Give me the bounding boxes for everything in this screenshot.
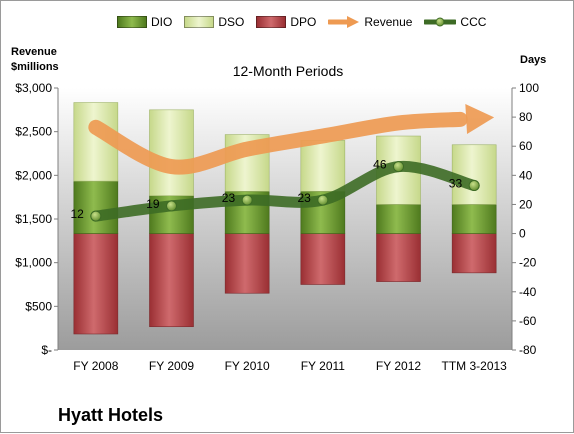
right-axis-tick-label: 60 bbox=[519, 139, 533, 153]
left-axis-tick-label: $3,000 bbox=[15, 81, 52, 95]
revenue-arrowhead bbox=[465, 104, 495, 135]
left-axis-tick-label: $500 bbox=[25, 299, 52, 313]
bar-dpo bbox=[300, 233, 346, 285]
ccc-marker bbox=[90, 210, 102, 222]
right-axis-tick-label: -60 bbox=[519, 314, 537, 328]
bar-dio bbox=[73, 180, 119, 234]
ccc-marker bbox=[393, 161, 404, 173]
right-axis-tick-label: 20 bbox=[519, 197, 533, 211]
legend: DIO DSO DPO Revenue CCC bbox=[117, 15, 498, 29]
right-axis-tick-label: -40 bbox=[519, 285, 537, 299]
bar-dio bbox=[376, 204, 421, 234]
chart-title: Hyatt Hotels bbox=[58, 405, 164, 425]
legend-label-dio: DIO bbox=[151, 15, 173, 29]
legend-item-dpo: DPO bbox=[256, 15, 316, 29]
revenue-line bbox=[88, 111, 468, 175]
right-axis-tick-label: 40 bbox=[519, 168, 533, 182]
legend-label-revenue: Revenue bbox=[364, 15, 413, 29]
left-axis-tick-label: $- bbox=[41, 343, 52, 357]
ccc-data-label: 23 bbox=[297, 191, 311, 205]
legend-label-ccc: CCC bbox=[460, 15, 487, 29]
right-axis-tick-label: -20 bbox=[519, 256, 537, 270]
bar-dio bbox=[451, 204, 497, 234]
legend-item-dio: DIO bbox=[117, 15, 172, 29]
legend-item-revenue: Revenue bbox=[328, 15, 412, 29]
legend-item-dso: DSO bbox=[184, 15, 244, 29]
legend-label-dpo: DPO bbox=[290, 15, 317, 29]
legend-swatch-ccc bbox=[424, 17, 457, 27]
left-axis-tick-label: $2,000 bbox=[15, 168, 52, 182]
x-axis-tick-label: FY 2008 bbox=[73, 359, 118, 373]
ccc-data-label: 46 bbox=[373, 158, 387, 172]
left-axis-tick-label: $1,500 bbox=[15, 212, 52, 226]
ccc-data-label: 33 bbox=[449, 177, 463, 191]
bar-dso bbox=[149, 109, 194, 197]
legend-item-ccc: CCC bbox=[424, 15, 486, 29]
right-axis-tick-label: 0 bbox=[519, 227, 526, 241]
right-axis-tick-label: -80 bbox=[519, 343, 537, 357]
right-axis-tick-label: 100 bbox=[519, 81, 539, 95]
x-axis-tick-label: FY 2012 bbox=[376, 359, 421, 373]
ccc-marker bbox=[241, 194, 253, 206]
bar-dpo bbox=[149, 233, 194, 328]
ccc-marker bbox=[166, 200, 177, 212]
ccc-marker bbox=[468, 180, 480, 192]
ccc-data-label: 19 bbox=[146, 197, 160, 211]
ccc-data-label: 23 bbox=[222, 191, 236, 205]
x-axis-tick-label: FY 2011 bbox=[301, 359, 346, 373]
ccc-data-label: 12 bbox=[70, 207, 84, 221]
bar-dso bbox=[300, 140, 346, 192]
plot-area bbox=[58, 88, 512, 350]
bar-dpo bbox=[451, 233, 497, 274]
legend-swatch-dso bbox=[184, 16, 215, 28]
legend-swatch-dio bbox=[117, 16, 147, 28]
legend-swatch-dpo bbox=[256, 16, 287, 28]
right-axis-title: Days bbox=[520, 54, 547, 66]
right-axis-tick-label: 80 bbox=[519, 110, 533, 124]
left-axis-title: Revenue $millions bbox=[11, 46, 59, 73]
ccc-line bbox=[90, 161, 480, 222]
left-axis-tick-label: $2,500 bbox=[15, 125, 52, 139]
legend-label-dso: DSO bbox=[218, 15, 245, 29]
bar-dpo bbox=[73, 233, 119, 335]
x-axis-tick-label: TTM 3-2013 bbox=[441, 359, 507, 373]
bar-dpo bbox=[376, 233, 421, 282]
x-axis-tick-label: FY 2010 bbox=[225, 359, 270, 373]
x-axis-tick-label: FY 2009 bbox=[149, 359, 194, 373]
ccc-marker bbox=[317, 194, 329, 206]
legend-swatch-revenue bbox=[328, 16, 360, 28]
left-axis-tick-label: $1,000 bbox=[15, 256, 52, 270]
bar-dpo bbox=[224, 233, 270, 294]
